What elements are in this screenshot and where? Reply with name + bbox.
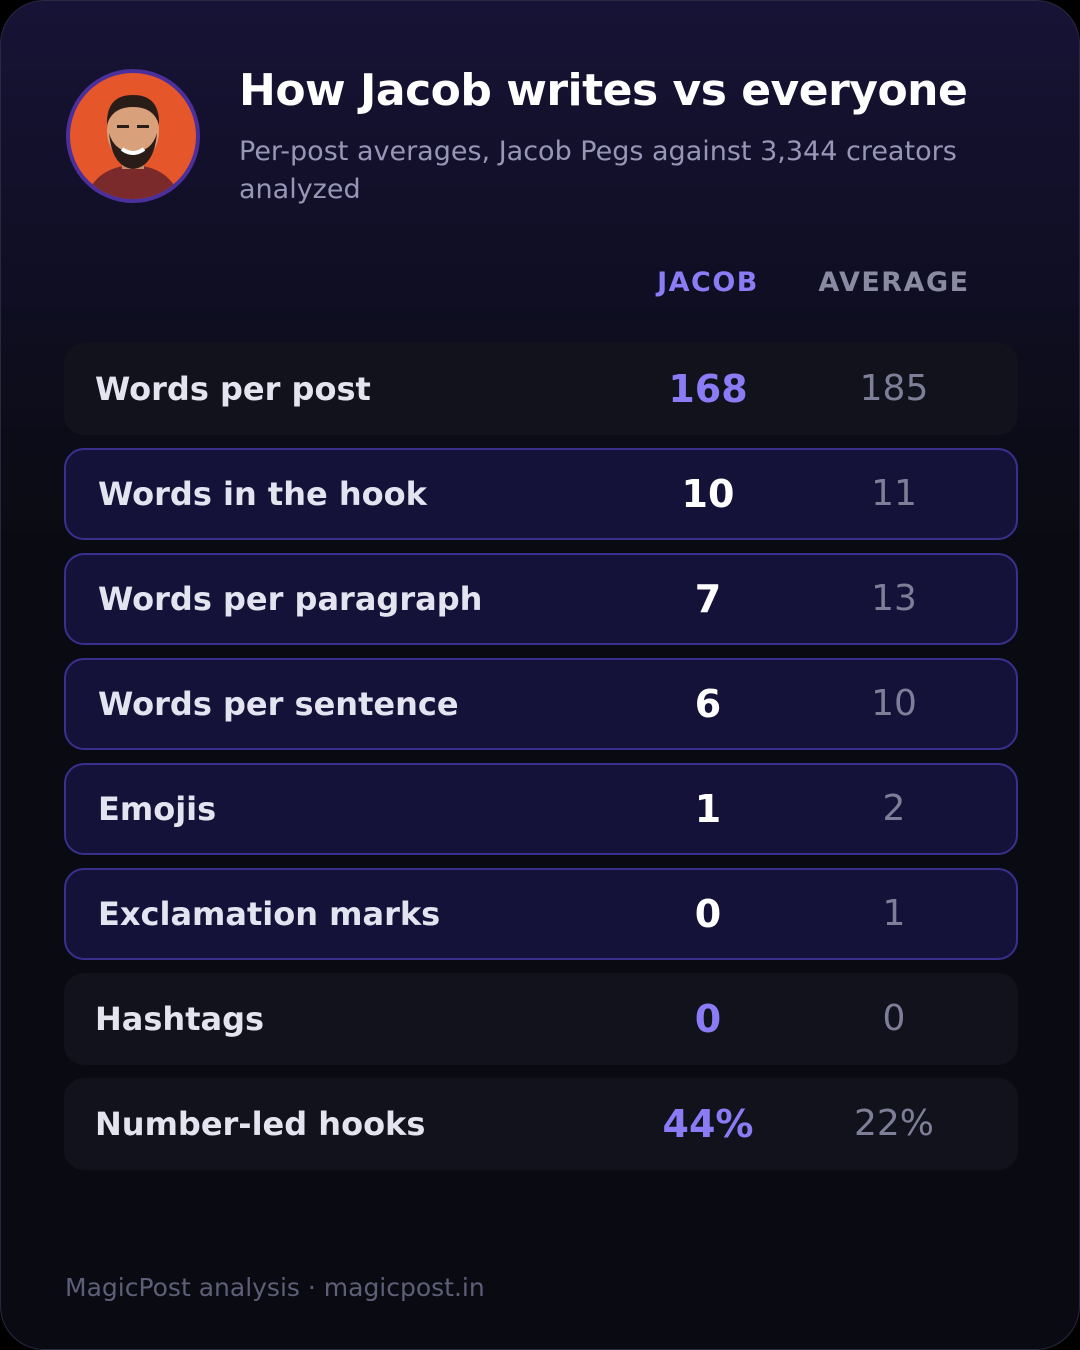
average-value: 1 — [882, 893, 906, 934]
avatar — [66, 69, 200, 203]
row-label: Exclamation marks — [98, 895, 441, 933]
table-row: Emojis 1 2 — [64, 763, 1018, 855]
jacob-value: 0 — [694, 892, 722, 936]
jacob-value: 44% — [662, 1102, 754, 1146]
row-label: Number-led hooks — [95, 1105, 426, 1143]
average-value: 185 — [859, 368, 929, 409]
table-row: Words per paragraph 7 13 — [64, 553, 1018, 645]
jacob-value: 7 — [694, 577, 722, 621]
row-label: Emojis — [98, 790, 217, 828]
footer: MagicPost analysis · magicpost.in — [65, 1273, 485, 1302]
average-value: 0 — [882, 998, 906, 1039]
average-value: 2 — [882, 788, 906, 829]
jacob-value: 1 — [694, 787, 722, 831]
table-row: Exclamation marks 0 1 — [64, 868, 1018, 960]
subtitle: Per-post averages, Jacob Pegs against 3,… — [239, 136, 957, 205]
table-row: Words in the hook 10 11 — [64, 448, 1018, 540]
column-header: AVERAGE — [818, 267, 970, 298]
table-row: Hashtags 0 0 — [64, 973, 1018, 1065]
average-value: 11 — [871, 473, 917, 514]
jacob-value: 10 — [681, 472, 735, 516]
average-value: 10 — [871, 683, 917, 724]
row-label: Hashtags — [95, 1000, 265, 1038]
average-value: 13 — [871, 578, 917, 619]
jacob-value: 0 — [694, 997, 722, 1041]
table-row: Words per post 168 185 — [64, 343, 1018, 435]
row-label: Words per sentence — [98, 685, 459, 723]
column-header: JACOB — [657, 267, 759, 298]
row-label: Words per paragraph — [98, 580, 483, 618]
title: How Jacob writes vs everyone — [239, 65, 968, 116]
table-row: Words per sentence 6 10 — [64, 658, 1018, 750]
jacob-value: 168 — [668, 367, 748, 411]
row-label: Words per post — [95, 370, 371, 408]
average-value: 22% — [853, 1103, 934, 1144]
row-label: Words in the hook — [98, 475, 427, 513]
table-row: Number-led hooks 44% 22% — [64, 1078, 1018, 1170]
jacob-value: 6 — [694, 682, 722, 726]
